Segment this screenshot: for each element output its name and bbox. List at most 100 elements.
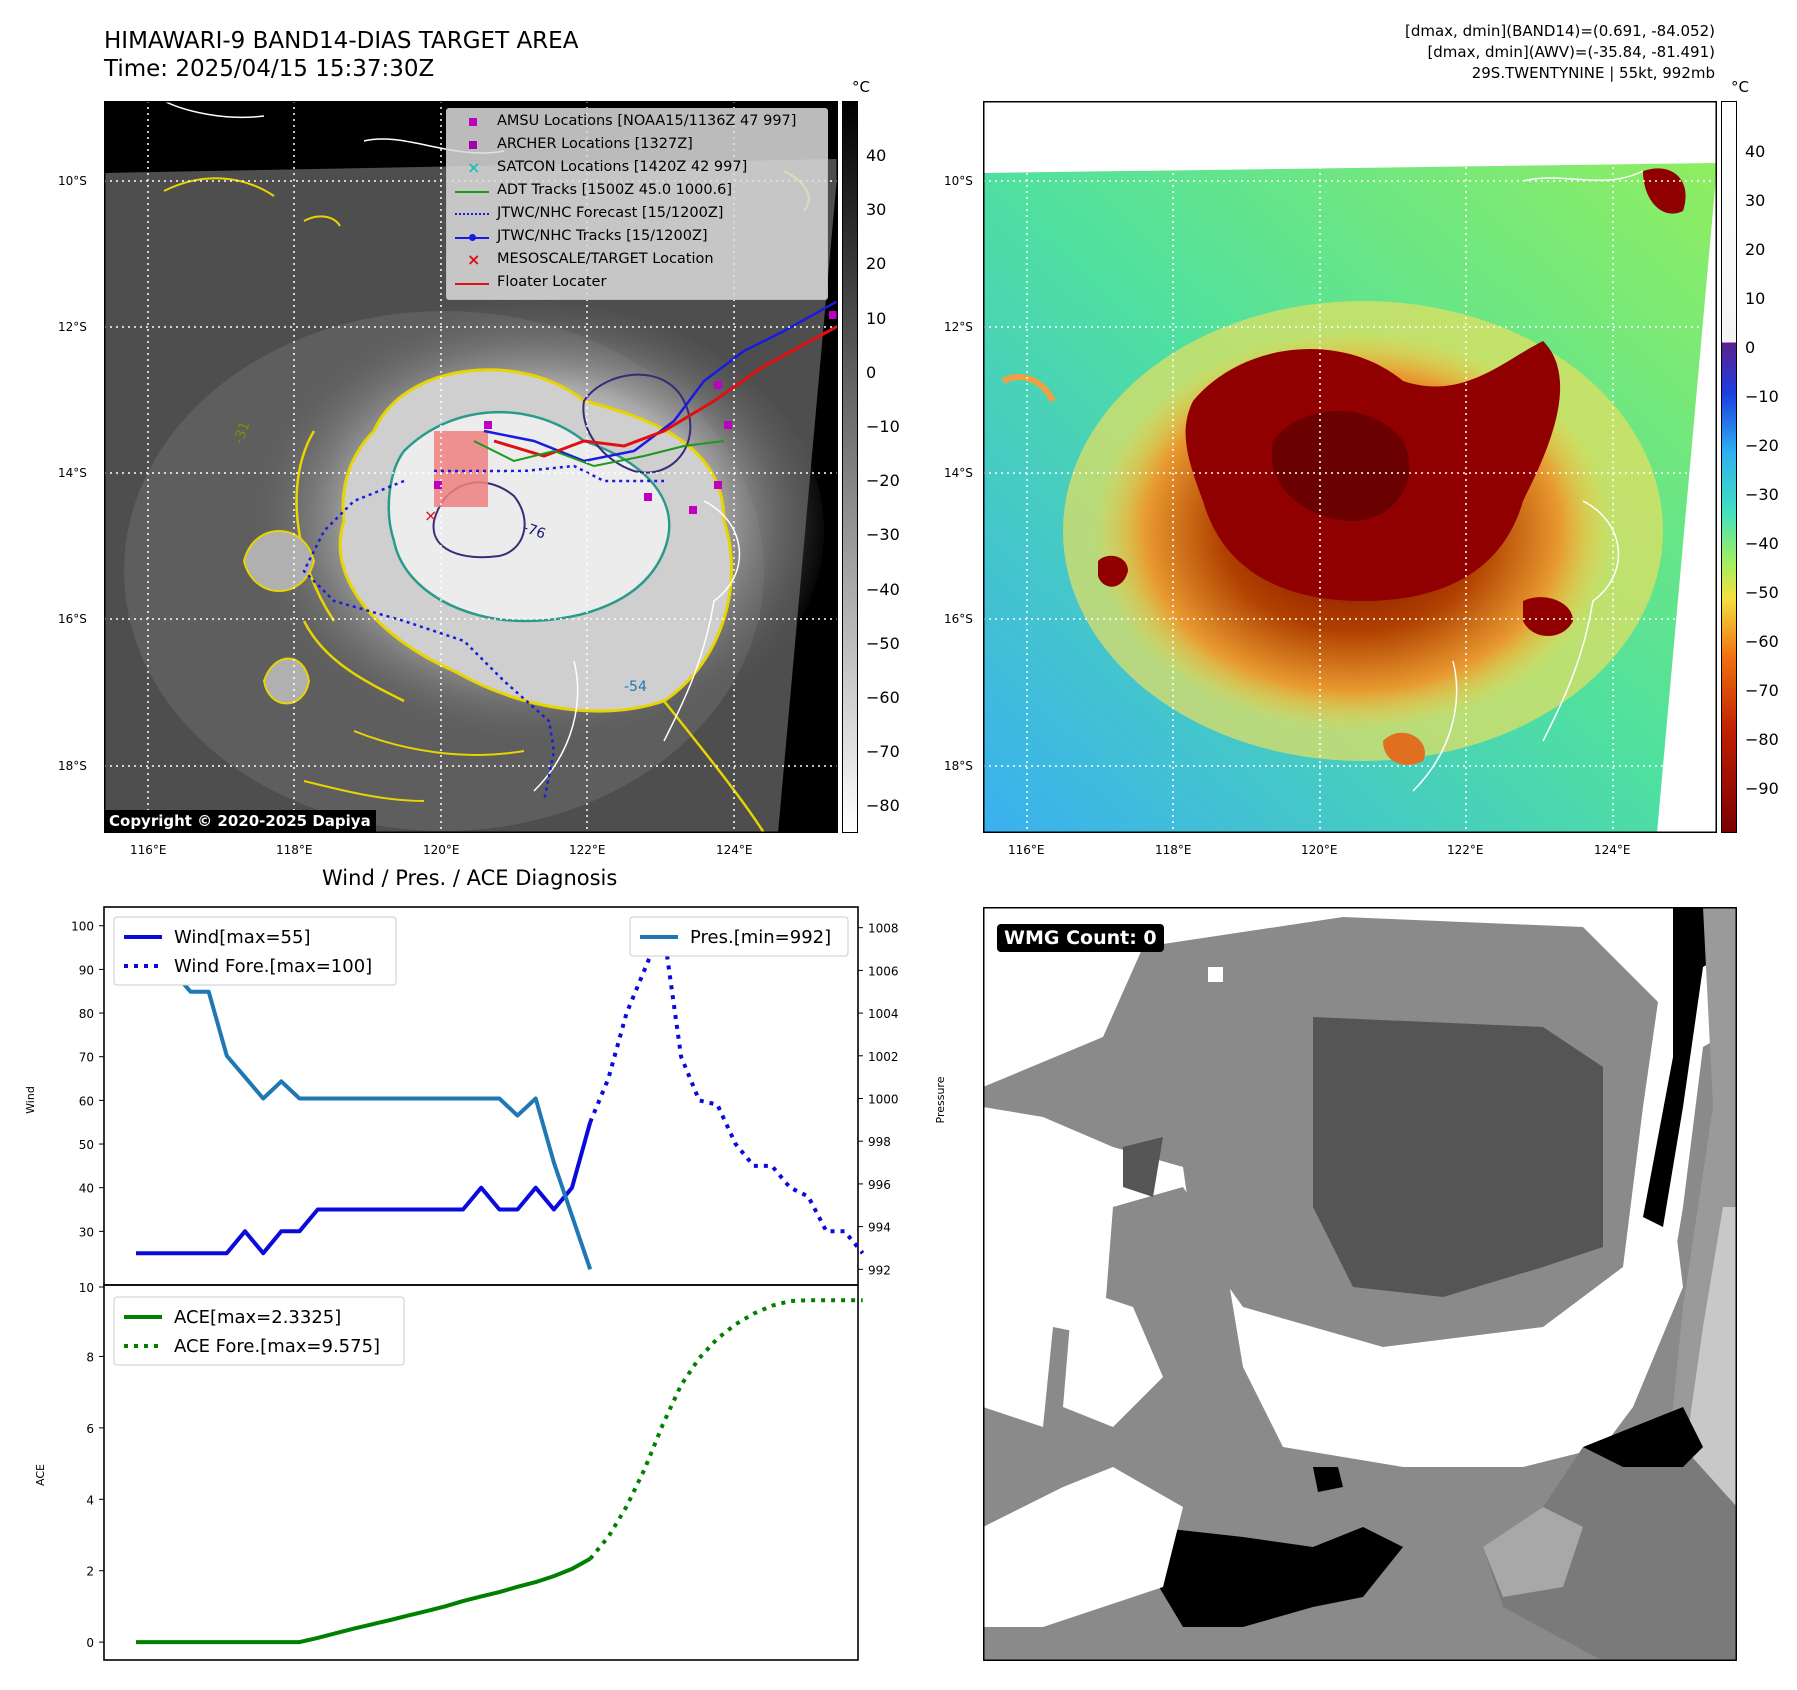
wind-tick-label: 60 (79, 1094, 94, 1108)
legend-marker-square-icon (455, 138, 489, 153)
stats-band14: [dmax, dmin](BAND14)=(0.691, -84.052) (1404, 22, 1715, 40)
colorbar-tick-label: −70 (1745, 681, 1779, 700)
colorbar-tick-label: 10 (866, 308, 887, 328)
wind-tick-label: 70 (79, 1051, 94, 1065)
awv-lat-label-12s: 12°S (944, 320, 973, 334)
pres-legend-label: Pres.[min=992] (690, 927, 831, 948)
contour-label-31: -31 (231, 419, 254, 446)
ir-colorbar-unit: °C (852, 78, 870, 96)
colorbar-tick-label: −40 (866, 579, 900, 599)
legend-marker-line-dot-icon (455, 230, 489, 245)
colorbar-tick-label: −80 (866, 796, 900, 816)
ace-legend-box (113, 1296, 405, 1366)
ace-tick-label: 4 (86, 1493, 94, 1507)
series-line-wind (136, 1121, 593, 1256)
pressure-tick-label: 994 (868, 1221, 891, 1235)
ace-tick-label: 8 (86, 1350, 94, 1364)
wind-legend-box (113, 916, 397, 986)
lat-label-16s: 16°S (58, 612, 87, 626)
colorbar-tick-label: 30 (866, 200, 887, 220)
legend-label: Floater Locater (497, 274, 607, 290)
colorbar-tick-label: 0 (866, 362, 877, 382)
pressure-tick-label: 1006 (868, 964, 899, 978)
lat-label-14s: 14°S (58, 466, 87, 480)
pressure-tick-label: 1004 (868, 1007, 899, 1021)
legend-marker-x-icon: × (467, 250, 481, 269)
svg-text:×: × (424, 506, 437, 525)
colorbar-tick-label: −70 (866, 742, 900, 762)
ace-axis-label: ACE (34, 1464, 47, 1486)
wind-tick-label: 50 (79, 1138, 94, 1152)
awv-lat-label-10s: 10°S (944, 174, 973, 188)
ace-tick-label: 2 (86, 1565, 94, 1579)
legend-item: × MESOSCALE/TARGET Location (447, 249, 827, 272)
colorbar-tick-label: −10 (1745, 387, 1779, 406)
legend-label: AMSU Locations [NOAA15/1136Z 47 997] (497, 113, 797, 129)
wmg-panel (983, 907, 1737, 1661)
colorbar-tick-label: 30 (1745, 191, 1766, 210)
legend-list: AMSU Locations [NOAA15/1136Z 47 997] ARCH… (447, 111, 827, 295)
lat-label-12s: 12°S (58, 320, 87, 334)
ace-axes-frame (103, 1284, 859, 1661)
series-line-ace (136, 1557, 592, 1645)
ace-tick-label: 0 (86, 1636, 94, 1650)
wind-tick-label: 40 (79, 1182, 94, 1196)
pressure-tick-label: 992 (868, 1263, 891, 1277)
colorbar-tick-label: −50 (1745, 583, 1779, 602)
pressure-tick-label: 1002 (868, 1050, 899, 1064)
colorbar-tick-label: −90 (1745, 779, 1779, 798)
colorbar-tick-label: −40 (1745, 534, 1779, 553)
legend-item: × SATCON Locations [1420Z 42 997] (447, 157, 827, 180)
legend-item: ADT Tracks [1500Z 45.0 1000.6] (447, 180, 827, 203)
lon-label-118e: 118°E (276, 843, 313, 857)
legend-item: ARCHER Locations [1327Z] (447, 134, 827, 157)
legend-label: JTWC/NHC Forecast [15/1200Z] (497, 205, 724, 221)
series-line-ace-fore- (588, 1298, 863, 1561)
awv-lat-label-14s: 14°S (944, 466, 973, 480)
awv-lon-label-122e: 122°E (1447, 843, 1484, 857)
colorbar-tick-label: −80 (1745, 730, 1779, 749)
pressure-tick-label: 998 (868, 1135, 891, 1149)
figure-title: HIMAWARI-9 BAND14-DIAS TARGET AREA (104, 28, 579, 54)
colorbar-tick-label: −20 (866, 471, 900, 491)
lon-label-124e: 124°E (716, 843, 753, 857)
storm-info: 29S.TWENTYNINE | 55kt, 992mb (1471, 64, 1715, 82)
colorbar-tick-label: 40 (866, 146, 887, 165)
wind-tick-label: 10 (79, 1281, 94, 1295)
legend-label: ARCHER Locations [1327Z] (497, 136, 693, 152)
wind-legend-label: Wind Fore.[max=100] (174, 956, 372, 977)
colorbar-tick-label: −50 (866, 633, 900, 653)
colorbar-tick-label: −60 (1745, 632, 1779, 651)
legend-item: JTWC/NHC Forecast [15/1200Z] (447, 203, 827, 226)
series-line-wind-fore- (588, 923, 865, 1255)
pressure-tick-label: 996 (868, 1178, 891, 1192)
contour-label-76: -76 (521, 520, 548, 543)
colorbar-tick-label: −30 (866, 525, 900, 545)
legend-item: JTWC/NHC Tracks [15/1200Z] (447, 226, 827, 249)
colorbar-tick-label: −60 (866, 688, 900, 707)
legend-label: MESOSCALE/TARGET Location (497, 251, 714, 267)
lon-label-120e: 120°E (423, 843, 460, 857)
pressure-axis-label: Pressure (934, 1076, 947, 1123)
awv-lon-label-124e: 124°E (1594, 843, 1631, 857)
diagnosis-chart: 1009080706050403010100810061004100210009… (24, 906, 947, 1661)
awv-lon-label-116e: 116°E (1008, 843, 1045, 857)
colorbar-tick-label: 20 (866, 254, 887, 274)
contour-label-54: -54 (624, 679, 647, 695)
figure-time: Time: 2025/04/15 15:37:30Z (104, 56, 435, 82)
awv-lat-label-18s: 18°S (944, 759, 973, 773)
ace-legend-label: ACE[max=2.3325] (174, 1307, 341, 1328)
colorbar-tick-label: 40 (1745, 142, 1766, 161)
ace-tick-label: 6 (86, 1422, 94, 1436)
awv-lon-label-120e: 120°E (1301, 843, 1338, 857)
awv-lon-label-118e: 118°E (1155, 843, 1192, 857)
ace-legend-label: ACE Fore.[max=9.575] (174, 1336, 380, 1357)
pressure-tick-label: 1000 (868, 1093, 899, 1107)
copyright-label: Copyright © 2020-2025 Dapiya (104, 810, 376, 832)
diagnosis-title: Wind / Pres. / ACE Diagnosis (322, 866, 618, 890)
legend-marker-dotted-icon (455, 207, 489, 222)
legend-label: JTWC/NHC Tracks [15/1200Z] (497, 228, 708, 244)
awv-lat-label-16s: 16°S (944, 612, 973, 626)
legend-item: Floater Locater (447, 272, 827, 295)
